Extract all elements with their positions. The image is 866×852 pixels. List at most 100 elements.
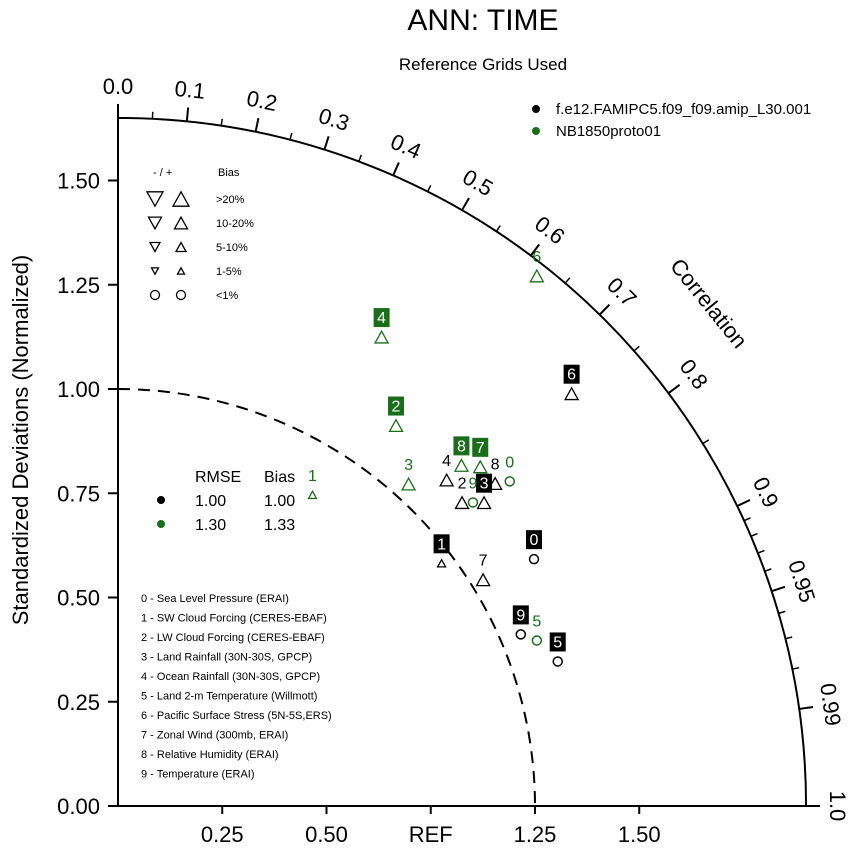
correlation-tick-label: 0.6	[530, 211, 569, 249]
correlation-minor-tick	[702, 439, 710, 445]
correlation-minor-tick	[426, 184, 432, 192]
data-point-label-box	[476, 473, 493, 493]
correlation-tick-label: 0.3	[316, 103, 353, 136]
case-list-item: 0 - Sea Level Pressure (ERAI)	[141, 593, 289, 605]
case-list-item: 3 - Land Rainfall (30N-30S, GPCP)	[141, 652, 312, 664]
x-tick-label: 0.25	[201, 822, 244, 847]
y-tick-label: 0.50	[57, 586, 100, 611]
correlation-major-tick	[461, 197, 470, 211]
bias-key-down-triangle-icon	[148, 241, 162, 253]
correlation-minor-tick	[633, 345, 640, 352]
correlation-tick-label: 0.1	[174, 76, 207, 104]
case-list-item: 7 - Zonal Wind (300mb, ERAI)	[141, 730, 288, 742]
correlation-minor-tick	[358, 154, 362, 162]
bias-key-circle-icon	[175, 289, 187, 301]
bias-key-bias-header: Bias	[218, 167, 240, 179]
chart-subtitle: Reference Grids Used	[399, 55, 567, 74]
data-point-label: 5	[532, 613, 541, 630]
data-point-label-box	[525, 530, 542, 550]
correlation-tick-label: 0.5	[458, 164, 497, 201]
bias-key-down-triangle-icon	[145, 191, 165, 208]
case-list-item: 6 - Pacific Surface Stress (5N-5S,ERS)	[141, 710, 332, 722]
bias-key-up-triangle-icon	[173, 215, 189, 230]
y-tick-label: 0.75	[57, 481, 100, 506]
correlation-major-tick	[254, 117, 260, 133]
data-point-label: 2	[392, 399, 401, 416]
rmse-row-1-dot	[157, 496, 165, 504]
data-point-label: 6	[567, 367, 576, 384]
bias-key-down-triangle-icon	[147, 216, 163, 231]
correlation-tick-label: 0.9	[748, 473, 784, 511]
data-point-label: 0	[505, 454, 514, 471]
correlation-major-tick	[392, 162, 400, 176]
y-tick-label: 1.50	[57, 169, 100, 194]
data-point-label: 8	[457, 438, 466, 455]
data-point-label: 0	[530, 532, 539, 549]
correlation-tick-label: 0.99	[815, 682, 846, 728]
data-point-label: 1	[308, 468, 317, 485]
data-point-label: 5	[553, 634, 562, 651]
data-point-label-box	[549, 632, 566, 652]
correlation-minor-tick	[785, 636, 793, 640]
legend-label-series-2: NB1850proto01	[556, 123, 661, 140]
data-point-label-box	[512, 605, 529, 625]
correlation-major-tick	[799, 705, 814, 710]
data-point-label: 4	[442, 453, 451, 470]
correlation-major-tick	[736, 499, 751, 507]
rmse-row-2-value: 1.30	[195, 517, 226, 534]
data-point-circle	[528, 553, 540, 565]
data-point-triangle	[436, 558, 447, 568]
correlation-minor-tick	[764, 568, 772, 572]
data-point-label-box	[563, 364, 580, 384]
data-point-label-box	[453, 436, 470, 456]
correlation-tick-label: 0.4	[387, 129, 425, 164]
case-list-item: 8 - Relative Humidity (ERAI)	[141, 749, 279, 761]
correlation-major-tick	[530, 243, 541, 257]
correlation-minor-tick	[220, 118, 223, 126]
data-point-circle	[531, 635, 543, 646]
x-tick-label: 1.25	[514, 822, 557, 847]
data-point-label: 7	[476, 440, 485, 457]
bias-key-up-triangle-icon	[174, 241, 188, 253]
rmse-header: RMSE	[195, 469, 241, 486]
x-tick-group: 0.25 0.50 REF 1.25 1.50	[201, 806, 661, 847]
data-point-label: 6	[532, 249, 541, 266]
data-point-label: 1	[437, 536, 446, 553]
correlation-major-tick	[185, 107, 190, 122]
correlation-tick-label: 0.0	[103, 74, 134, 99]
rmse-row-2-dot	[157, 520, 165, 528]
data-point-circle	[552, 656, 563, 667]
chart-title: ANN: TIME	[407, 4, 558, 37]
data-point-triangle	[388, 418, 404, 433]
legend-label-series-1: f.e12.FAMIPC5.f09_f09.amip_L30.001	[556, 101, 811, 118]
correlation-minor-tick	[495, 225, 501, 232]
data-point-label: 9	[468, 475, 477, 492]
data-point-triangle	[454, 495, 470, 510]
data-point-circle	[504, 476, 515, 487]
x-tick-label: REF	[409, 822, 453, 847]
data-point-triangle	[564, 386, 580, 401]
series-legend: f.e12.FAMIPC5.f09_f09.amip_L30.001 NB185…	[532, 101, 811, 140]
outer-arc	[117, 116, 808, 807]
y-axis-label: Standardized Deviations (Normalized)	[8, 255, 33, 626]
data-point-triangle	[373, 329, 390, 344]
data-point-triangle	[475, 572, 491, 587]
data-point-label-box	[388, 396, 405, 416]
bias-key-row-label: 5-10%	[216, 242, 248, 254]
data-point-label: 3	[404, 457, 413, 474]
y-tick-label: 1.25	[57, 273, 100, 298]
data-point-label: 9	[516, 607, 525, 624]
data-point-label-box	[472, 437, 489, 457]
case-list-item: 1 - SW Cloud Forcing (CERES-EBAF)	[141, 613, 327, 625]
y-tick-group: 0.00 0.25 0.50 0.75 1.00 1.25 1.50	[57, 169, 118, 819]
reference-std-arc	[117, 388, 536, 807]
correlation-major-tick	[667, 383, 681, 394]
x-tick-label: 0.50	[305, 822, 348, 847]
correlation-tick-label: 0.2	[244, 85, 279, 116]
correlation-minor-tick	[743, 517, 751, 522]
bias-key-row-label: <1%	[216, 290, 239, 302]
correlation-tick-label: 1.0	[825, 791, 850, 822]
data-point-label: 4	[377, 310, 386, 327]
